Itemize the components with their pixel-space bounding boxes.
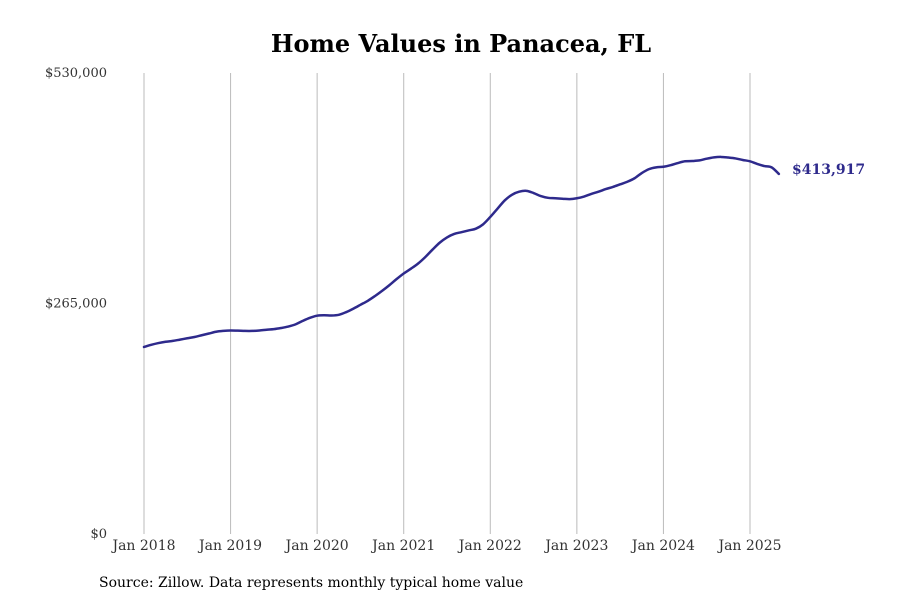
x-tick-label: Jan 2022 [457,538,522,554]
x-tick-label: Jan 2018 [110,538,175,554]
x-tick-label: Jan 2024 [630,538,695,554]
x-tick-label: Jan 2025 [716,538,781,554]
series-layer [142,155,781,349]
x-tick-label: Jan 2020 [284,538,349,554]
x-tick-label: Jan 2019 [197,538,262,554]
x-axis-ticks: Jan 2018 Jan 2019 Jan 2020 Jan 2021 Jan 2022… [110,538,781,554]
home-value-series-line [142,155,781,349]
y-tick-label: $530,000 [45,66,107,81]
chart-title: Home Values in Panacea, FL [271,29,651,58]
end-value-label: $413,917 [792,162,865,178]
y-axis-ticks: $0 $265,000 $530,000 [45,66,107,542]
y-tick-label: $265,000 [45,297,107,312]
x-tick-label: Jan 2021 [370,538,435,554]
grid-layer [143,73,751,534]
source-note: Source: Zillow. Data represents monthly … [99,575,523,591]
x-tick-label: Jan 2023 [543,538,608,554]
y-tick-label: $0 [90,527,107,542]
